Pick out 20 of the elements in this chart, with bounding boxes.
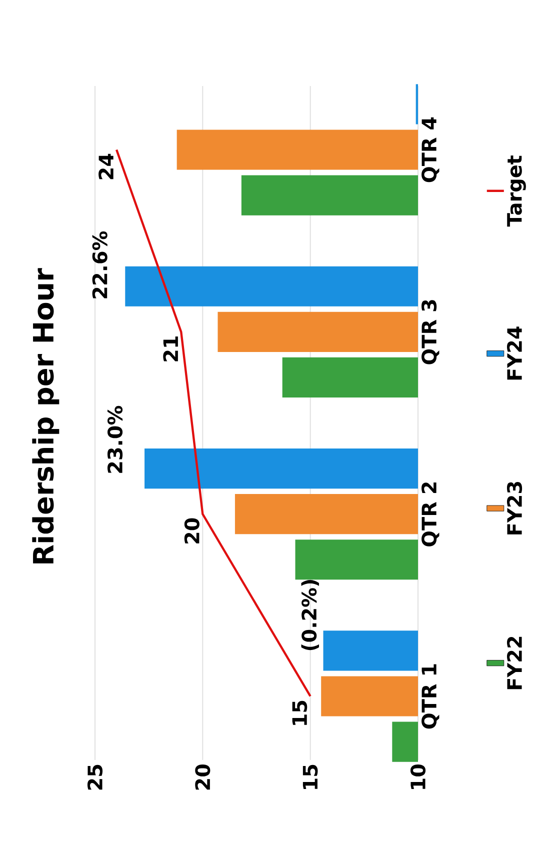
x-tick-label: 15 <box>302 764 318 789</box>
y-tick-label: QTR 1 <box>422 664 440 729</box>
x-tick-label: 25 <box>87 764 103 790</box>
x-tick-label: 10 <box>410 764 426 789</box>
legend-label: FY23 <box>506 482 522 534</box>
y-tick-label: QTR 4 <box>422 117 440 182</box>
data-label: 24 <box>98 154 114 180</box>
y-tick-label: QTR 2 <box>422 482 440 546</box>
data-label: 21 <box>163 336 178 362</box>
annotation: 22.6% <box>92 231 108 298</box>
y-tick-label: QTR 3 <box>422 300 440 364</box>
legend-label: Target <box>507 156 526 227</box>
x-tick-label: 20 <box>195 764 210 790</box>
data-label: 15 <box>292 700 308 725</box>
data-label: 20 <box>184 518 200 544</box>
legend-label: FY22 <box>506 636 522 690</box>
annotation: 23.0% <box>107 406 123 473</box>
text: Ridership per Hour <box>32 268 60 564</box>
annotation: (0.2%) <box>301 580 319 650</box>
legend-label: FY24 <box>506 326 522 380</box>
